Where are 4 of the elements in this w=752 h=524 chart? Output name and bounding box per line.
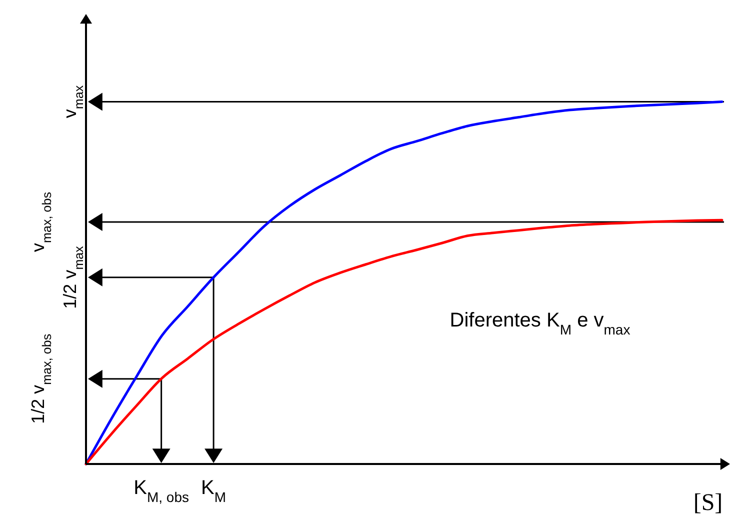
annotation: Diferentes K$_{M}$ e v$_{max}$ [450, 309, 630, 338]
text: K$_{M}$ [201, 477, 226, 505]
text: K$_{M, obs}$ [134, 477, 189, 505]
x-axis-title: [S] [693, 490, 723, 516]
